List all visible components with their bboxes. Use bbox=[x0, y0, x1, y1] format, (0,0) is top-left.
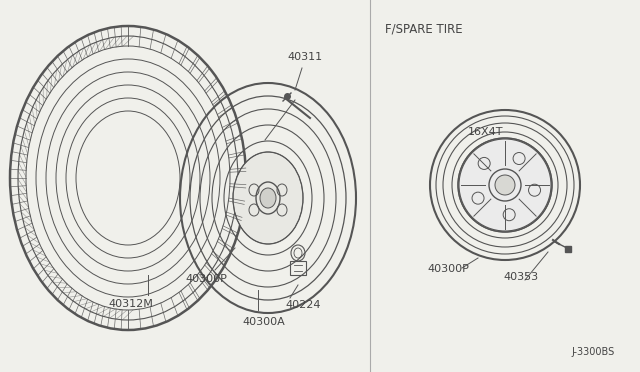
Text: 40353: 40353 bbox=[503, 272, 538, 282]
Text: F/SPARE TIRE: F/SPARE TIRE bbox=[385, 22, 463, 35]
Ellipse shape bbox=[458, 138, 552, 232]
Text: 40300P: 40300P bbox=[427, 264, 469, 274]
Ellipse shape bbox=[260, 188, 276, 208]
Ellipse shape bbox=[18, 36, 238, 320]
Ellipse shape bbox=[233, 152, 303, 244]
Text: 40224: 40224 bbox=[285, 300, 321, 310]
Text: J-3300BS: J-3300BS bbox=[572, 347, 615, 357]
Text: 16X4T: 16X4T bbox=[468, 127, 504, 137]
Text: 40300P: 40300P bbox=[185, 274, 227, 284]
Ellipse shape bbox=[495, 175, 515, 195]
Text: 40311: 40311 bbox=[287, 52, 322, 62]
Text: 40300A: 40300A bbox=[242, 317, 285, 327]
Text: 40312M: 40312M bbox=[108, 299, 153, 309]
